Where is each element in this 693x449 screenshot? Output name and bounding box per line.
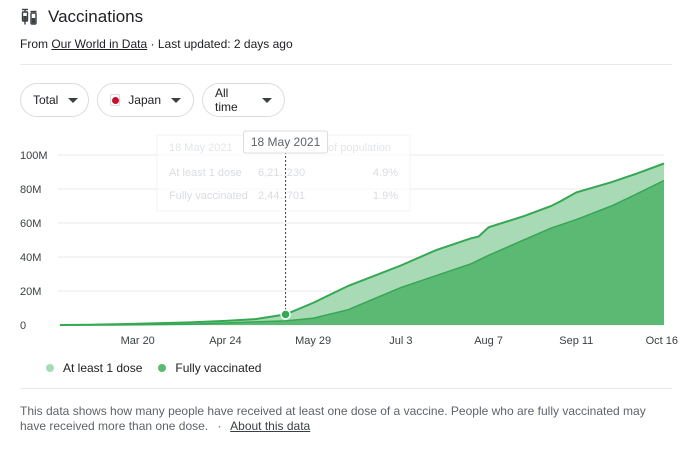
x-tick-label: Oct 16 bbox=[646, 335, 678, 347]
range-filter-chip[interactable]: All time bbox=[202, 83, 285, 117]
y-tick-label: 20M bbox=[20, 286, 41, 298]
legend-swatch-dose1 bbox=[46, 364, 54, 372]
legend-label-dose1: At least 1 dose bbox=[63, 361, 143, 375]
y-tick-label: 80M bbox=[20, 184, 41, 196]
tooltip-faded-pct-header: of population bbox=[328, 142, 391, 154]
footer-note: This data shows how many people have rec… bbox=[20, 404, 660, 434]
tooltip-row-pct: 1.9% bbox=[373, 190, 398, 202]
legend-item-dose1[interactable]: At least 1 dose bbox=[46, 361, 142, 375]
tooltip-row-value: 2,44‥701 bbox=[258, 190, 305, 202]
x-tick-label: Aug 7 bbox=[474, 335, 503, 347]
metric-filter-chip[interactable]: Total bbox=[20, 83, 89, 117]
y-tick-label: 40M bbox=[20, 252, 41, 264]
footer-separator: · bbox=[217, 419, 222, 433]
metric-filter-label: Total bbox=[33, 93, 59, 107]
footer-text: This data shows how many people have rec… bbox=[20, 404, 646, 433]
caret-down-icon bbox=[262, 97, 272, 103]
legend-swatch-full bbox=[158, 364, 167, 372]
source-separator: · bbox=[150, 37, 155, 51]
page-title: Vaccinations bbox=[48, 7, 144, 26]
y-tick-label: 100M bbox=[20, 150, 48, 162]
about-data-link[interactable]: About this data bbox=[230, 419, 311, 433]
caret-down-icon bbox=[68, 97, 79, 103]
tooltip-row-value: 6,21‥230 bbox=[258, 167, 305, 179]
x-tick-label: Apr 24 bbox=[209, 335, 241, 347]
header-divider bbox=[20, 64, 672, 65]
caret-down-icon bbox=[171, 97, 181, 103]
syringe-vial-icon bbox=[21, 8, 37, 25]
source-link[interactable]: Our World in Data bbox=[51, 37, 148, 51]
x-tick-label: Mar 20 bbox=[121, 335, 155, 347]
japan-flag-icon bbox=[110, 94, 121, 106]
source-prefix: From bbox=[20, 37, 48, 51]
y-tick-label: 0 bbox=[20, 320, 26, 332]
tooltip-faded-header: 18 May 2021 bbox=[169, 142, 233, 154]
card-header: Vaccinations From Our World in Data · La… bbox=[20, 6, 293, 51]
country-filter-label: Japan bbox=[128, 93, 161, 107]
range-filter-label: All time bbox=[215, 86, 238, 114]
x-tick-label: Jul 3 bbox=[389, 335, 412, 347]
vaccinations-area-chart[interactable]: 0 20M 40M 60M 80M 100M Mar 20 Apr 24 May 29 Jul … bbox=[0, 130, 693, 352]
title-row: Vaccinations bbox=[20, 6, 293, 28]
source-line: From Our World in Data · Last updated: 2… bbox=[20, 37, 293, 51]
footer-divider bbox=[20, 388, 672, 389]
date-label-background bbox=[243, 130, 329, 154]
tooltip-row-label: At least 1 dose bbox=[169, 167, 242, 179]
area-fully-vaccinated bbox=[60, 180, 664, 325]
date-label-text: 18 May 2021 bbox=[251, 135, 321, 149]
hover-date-label: 18 May 2021 bbox=[243, 130, 329, 154]
x-tick-label: Sep 11 bbox=[559, 335, 593, 347]
hover-point bbox=[280, 309, 291, 320]
line-fully-vaccinated bbox=[60, 179, 665, 326]
legend-item-full[interactable]: Fully vaccinated bbox=[158, 361, 261, 375]
legend-label-full: Fully vaccinated bbox=[175, 361, 262, 375]
tooltip-row-pct: 4.9% bbox=[373, 167, 398, 179]
country-filter-chip[interactable]: Japan bbox=[97, 83, 194, 117]
y-axis-ticks: 0 20M 40M 60M 80M 100M bbox=[20, 150, 48, 332]
filter-bar: Total Japan All time bbox=[20, 83, 293, 117]
tooltip-row-label: Fully vaccinated bbox=[169, 190, 248, 202]
line-at-least-1-dose bbox=[59, 162, 665, 326]
x-axis-ticks: Mar 20 Apr 24 May 29 Jul 3 Aug 7 Sep 11 Oct 16 bbox=[121, 335, 678, 347]
chart-legend: At least 1 dose Fully vaccinated bbox=[46, 361, 277, 375]
last-updated: Last updated: 2 days ago bbox=[157, 37, 293, 51]
x-tick-label: May 29 bbox=[295, 335, 331, 347]
y-tick-label: 60M bbox=[20, 218, 41, 230]
